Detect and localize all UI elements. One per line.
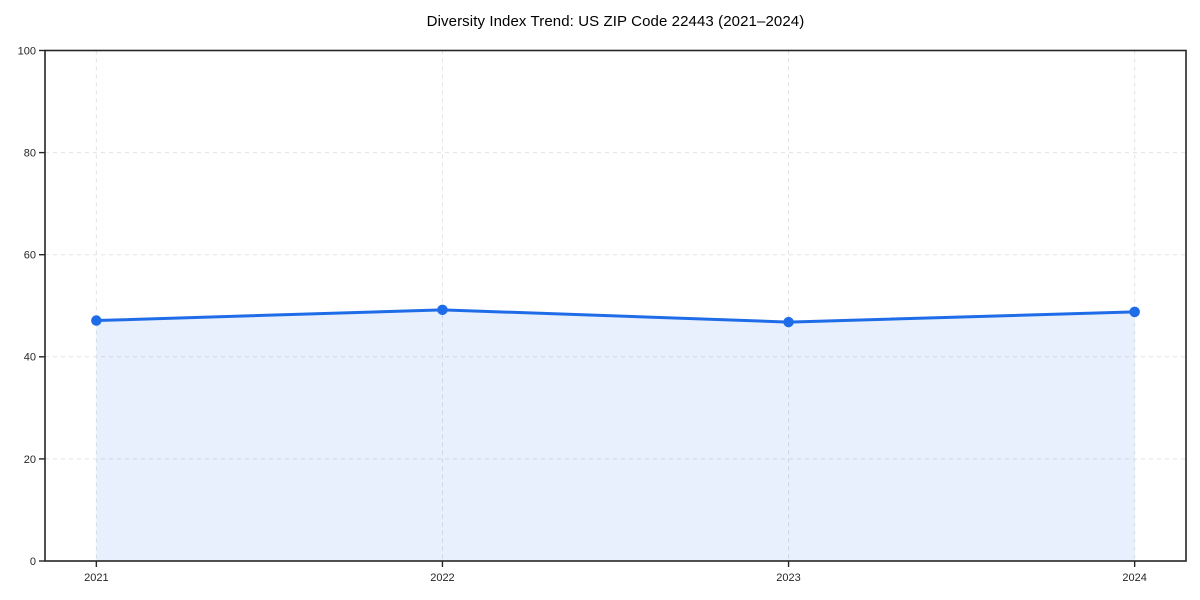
chart-title: Diversity Index Trend: US ZIP Code 22443… <box>426 13 805 30</box>
trend-line <box>94 308 1137 324</box>
y-tick-label: 100 <box>18 45 36 57</box>
y-tick-label: 80 <box>24 147 36 159</box>
x-tick-label: 2021 <box>84 572 108 584</box>
y-tick-label: 20 <box>24 454 36 466</box>
data-point <box>783 316 794 328</box>
y-tick-label: 0 <box>30 556 36 568</box>
data-point <box>1129 306 1140 318</box>
x-tick-label: 2022 <box>430 572 454 584</box>
y-tick-label: 60 <box>24 250 36 262</box>
area-fill <box>96 309 1135 561</box>
data-point <box>91 315 102 326</box>
x-tick-label: 2024 <box>1122 572 1146 584</box>
data-point <box>437 304 448 316</box>
y-tick-label: 40 <box>24 352 36 364</box>
x-tick-label: 2023 <box>776 572 800 584</box>
plot-border <box>44 49 1187 562</box>
